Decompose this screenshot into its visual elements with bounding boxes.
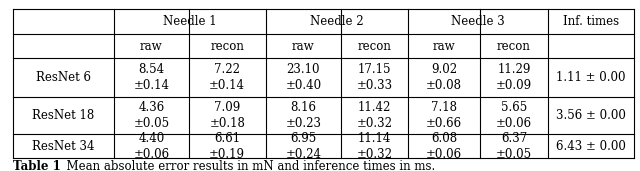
Text: 6.37
±0.05: 6.37 ±0.05 — [496, 132, 532, 161]
Text: 3.56 ± 0.00: 3.56 ± 0.00 — [556, 109, 626, 122]
Text: recon: recon — [497, 40, 531, 53]
Text: ResNet 18: ResNet 18 — [32, 109, 95, 122]
Text: Needle 1: Needle 1 — [163, 15, 216, 28]
Text: 1.11 ± 0.00: 1.11 ± 0.00 — [556, 71, 625, 84]
Text: recon: recon — [358, 40, 392, 53]
Text: 4.36
±0.05: 4.36 ±0.05 — [133, 101, 170, 130]
Text: raw: raw — [292, 40, 315, 53]
Text: Table 1: Table 1 — [13, 160, 61, 171]
Text: 6.61
±0.19: 6.61 ±0.19 — [209, 132, 245, 161]
Text: Inf. times: Inf. times — [563, 15, 619, 28]
Text: 11.42
±0.32: 11.42 ±0.32 — [356, 101, 393, 130]
Text: ResNet 34: ResNet 34 — [32, 140, 95, 153]
Text: 6.95
±0.24: 6.95 ±0.24 — [285, 132, 321, 161]
Text: 11.29
±0.09: 11.29 ±0.09 — [496, 63, 532, 92]
Text: raw: raw — [433, 40, 456, 53]
Text: 8.16
±0.23: 8.16 ±0.23 — [285, 101, 321, 130]
Text: 11.14
±0.32: 11.14 ±0.32 — [356, 132, 393, 161]
Text: Needle 2: Needle 2 — [310, 15, 364, 28]
Text: 23.10
±0.40: 23.10 ±0.40 — [285, 63, 321, 92]
Text: 6.08
±0.06: 6.08 ±0.06 — [426, 132, 462, 161]
Text: 8.54
±0.14: 8.54 ±0.14 — [133, 63, 170, 92]
Text: 9.02
±0.08: 9.02 ±0.08 — [426, 63, 462, 92]
Text: 5.65
±0.06: 5.65 ±0.06 — [496, 101, 532, 130]
Text: raw: raw — [140, 40, 163, 53]
Text: 7.22
±0.14: 7.22 ±0.14 — [209, 63, 245, 92]
Text: 7.18
±0.66: 7.18 ±0.66 — [426, 101, 462, 130]
Text: 7.09
±0.18: 7.09 ±0.18 — [209, 101, 245, 130]
Text: 17.15
±0.33: 17.15 ±0.33 — [356, 63, 393, 92]
Text: recon: recon — [211, 40, 244, 53]
Text: ResNet 6: ResNet 6 — [36, 71, 91, 84]
Text: Mean absolute error results in mN and inference times in ms.: Mean absolute error results in mN and in… — [59, 160, 435, 171]
Text: 4.40
±0.06: 4.40 ±0.06 — [133, 132, 170, 161]
Text: 6.43 ± 0.00: 6.43 ± 0.00 — [556, 140, 626, 153]
Text: Needle 3: Needle 3 — [451, 15, 505, 28]
